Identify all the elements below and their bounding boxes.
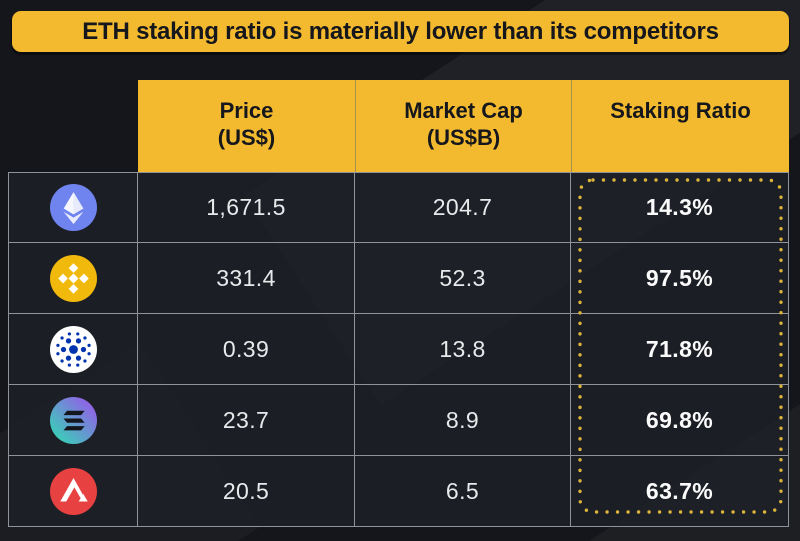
header-corner-cell — [8, 80, 138, 172]
column-header-market-cap: Market Cap (US$B) — [355, 80, 571, 172]
column-header-staking-ratio: Staking Ratio — [571, 80, 789, 172]
column-header-label: Market Cap — [404, 98, 523, 123]
asset-icon-cell — [8, 385, 138, 456]
price-cell: 0.39 — [138, 314, 355, 385]
staking-ratio-cell: 71.8% — [571, 314, 789, 385]
bnb-icon — [49, 254, 97, 302]
asset-icon-cell — [8, 314, 138, 385]
column-header-label: Price — [219, 98, 274, 123]
column-header-unit: (US$) — [217, 125, 276, 150]
asset-icon-cell — [8, 456, 138, 527]
staking-ratio-cell: 97.5% — [571, 243, 789, 314]
column-header-price: Price (US$) — [138, 80, 355, 172]
market-cap-cell: 52.3 — [355, 243, 571, 314]
solana-icon — [49, 396, 97, 444]
price-cell: 20.5 — [138, 456, 355, 527]
column-header-unit: (US$B) — [426, 125, 501, 150]
asset-icon-cell — [8, 172, 138, 243]
staking-ratio-cell: 14.3% — [571, 172, 789, 243]
page-title: ETH staking ratio is materially lower th… — [82, 17, 719, 45]
title-banner: ETH staking ratio is materially lower th… — [12, 11, 789, 52]
price-cell: 1,671.5 — [138, 172, 355, 243]
staking-ratio-cell: 69.8% — [571, 385, 789, 456]
staking-comparison-table: Price (US$) Market Cap (US$B) Staking Ra… — [8, 80, 789, 527]
price-cell: 331.4 — [138, 243, 355, 314]
market-cap-cell: 8.9 — [355, 385, 571, 456]
staking-ratio-cell: 63.7% — [571, 456, 789, 527]
ethereum-icon — [49, 184, 97, 231]
avalanche-icon — [49, 467, 97, 515]
cardano-icon — [49, 325, 97, 373]
column-header-label: Staking Ratio — [610, 98, 751, 123]
price-cell: 23.7 — [138, 385, 355, 456]
market-cap-cell: 13.8 — [355, 314, 571, 385]
market-cap-cell: 6.5 — [355, 456, 571, 527]
asset-icon-cell — [8, 243, 138, 314]
market-cap-cell: 204.7 — [355, 172, 571, 243]
